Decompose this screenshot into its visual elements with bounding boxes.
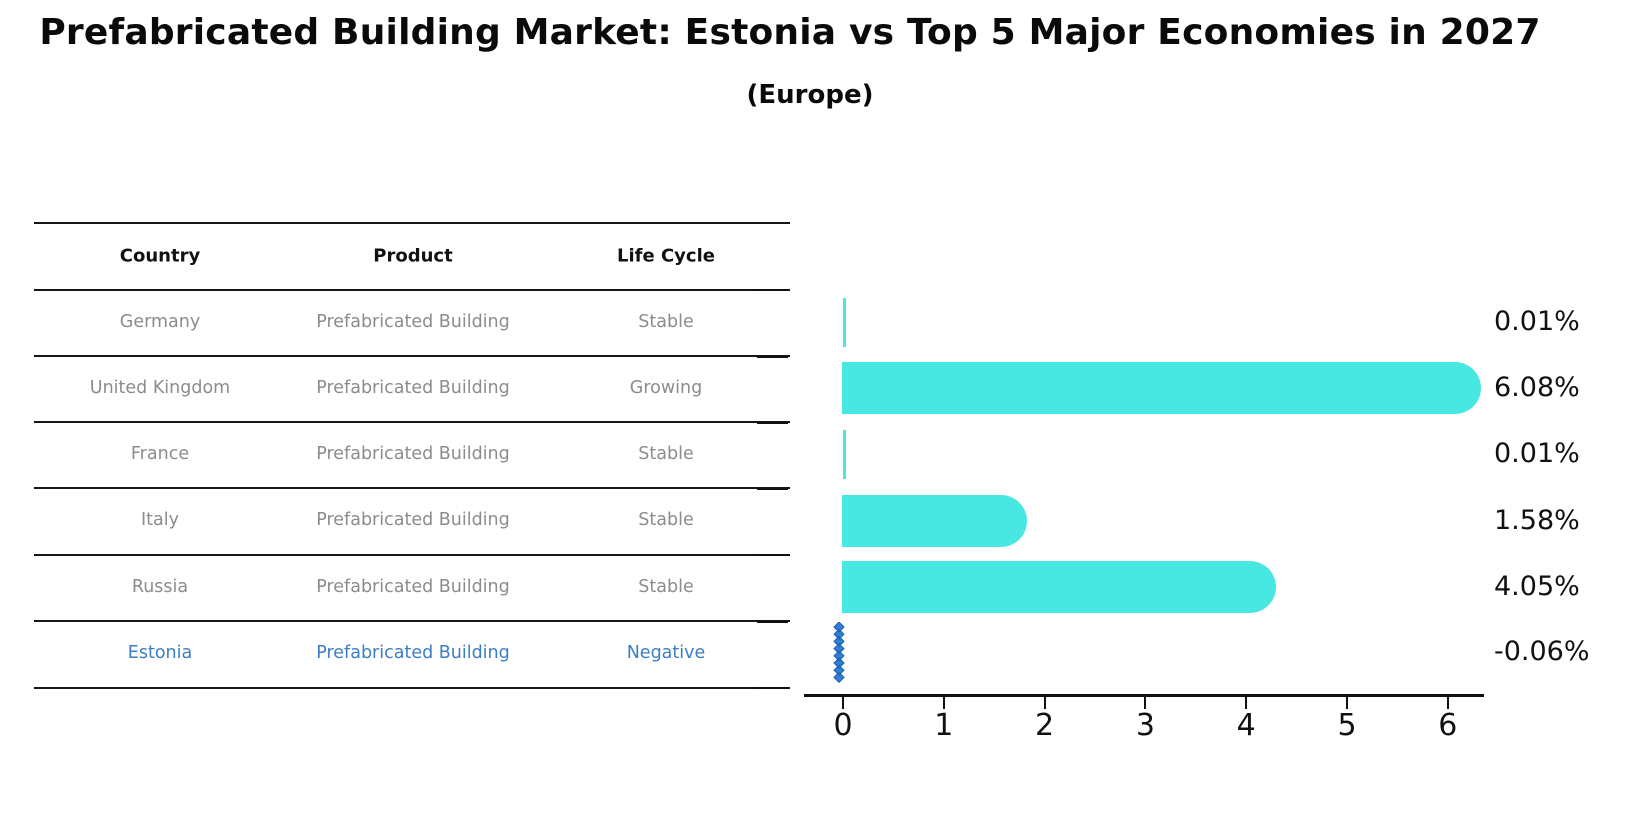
x-axis-tick-label: 5 (1337, 708, 1357, 743)
x-axis-tick (841, 697, 845, 709)
bar-russia (842, 561, 1277, 613)
table-rule (34, 355, 790, 357)
table-rule (34, 487, 790, 489)
cell-product: Prefabricated Building (316, 378, 510, 398)
bar-value-label: 1.58% (1494, 504, 1580, 536)
x-axis-tick-label: 4 (1236, 708, 1256, 743)
bar-value-label: 0.01% (1494, 306, 1580, 337)
cell-life-cycle: Stable (638, 444, 694, 464)
x-axis-tick (942, 697, 945, 709)
x-axis-tick-label: 1 (934, 708, 954, 743)
cell-product: Prefabricated Building (316, 510, 510, 530)
bar-united-kingdom (842, 362, 1481, 414)
bar-france (843, 429, 846, 479)
cell-country: Russia (131, 577, 189, 597)
cell-product: Prefabricated Building (316, 577, 510, 597)
y-axis-tick (757, 488, 788, 491)
estonia-negative-marker (831, 621, 847, 688)
x-axis-tick-label: 0 (833, 708, 853, 743)
table-rule-top (34, 222, 790, 225)
y-axis-tick (757, 620, 788, 623)
bar-italy (842, 494, 1028, 547)
y-axis-tick (757, 355, 788, 358)
column-header-product: Product (373, 245, 453, 267)
bar-value-label: -0.06% (1494, 636, 1590, 667)
x-axis-tick (1043, 697, 1046, 709)
cell-product: Prefabricated Building (316, 643, 510, 663)
table-rule (34, 554, 790, 556)
x-axis-tick (1144, 697, 1147, 709)
y-axis-tick (757, 421, 788, 424)
table-rule (34, 421, 790, 423)
cell-life-cycle: Stable (638, 312, 694, 332)
y-axis-tick (757, 686, 788, 689)
table-rule-header (34, 289, 790, 292)
cell-life-cycle: Stable (638, 510, 694, 530)
x-axis-tick-label: 3 (1135, 708, 1155, 743)
column-header-life-cycle: Life Cycle (617, 245, 715, 267)
bar-value-label: 0.01% (1494, 438, 1580, 469)
bar-value-label: 6.08% (1494, 372, 1580, 403)
chart-title: Prefabricated Building Market: Estonia v… (39, 12, 1541, 53)
table-rule-bottom (34, 687, 790, 689)
cell-country: United Kingdom (89, 378, 231, 398)
chart-subtitle: (Europe) (746, 80, 874, 110)
x-axis-line (804, 694, 1484, 697)
cell-country: France (130, 444, 190, 464)
column-header-country: Country (119, 245, 201, 267)
cell-country: Germany (119, 312, 201, 332)
x-axis-tick (1446, 697, 1449, 709)
cell-country: Italy (141, 510, 179, 530)
cell-country: Estonia (127, 643, 193, 663)
x-axis-tick (1345, 697, 1349, 709)
cell-life-cycle: Growing (629, 378, 703, 398)
cell-life-cycle: Stable (638, 577, 694, 597)
x-axis-tick-label: 6 (1438, 708, 1458, 743)
cell-product: Prefabricated Building (316, 444, 510, 464)
y-axis-tick (757, 289, 788, 292)
cell-product: Prefabricated Building (316, 312, 510, 332)
cell-life-cycle: Negative (626, 643, 706, 663)
x-axis-tick-label: 2 (1035, 708, 1055, 743)
x-axis-tick (1245, 697, 1248, 709)
bar-value-label: 4.05% (1494, 571, 1580, 602)
bar-germany (843, 297, 846, 347)
table-rule (34, 620, 790, 622)
y-axis-tick (757, 554, 788, 557)
